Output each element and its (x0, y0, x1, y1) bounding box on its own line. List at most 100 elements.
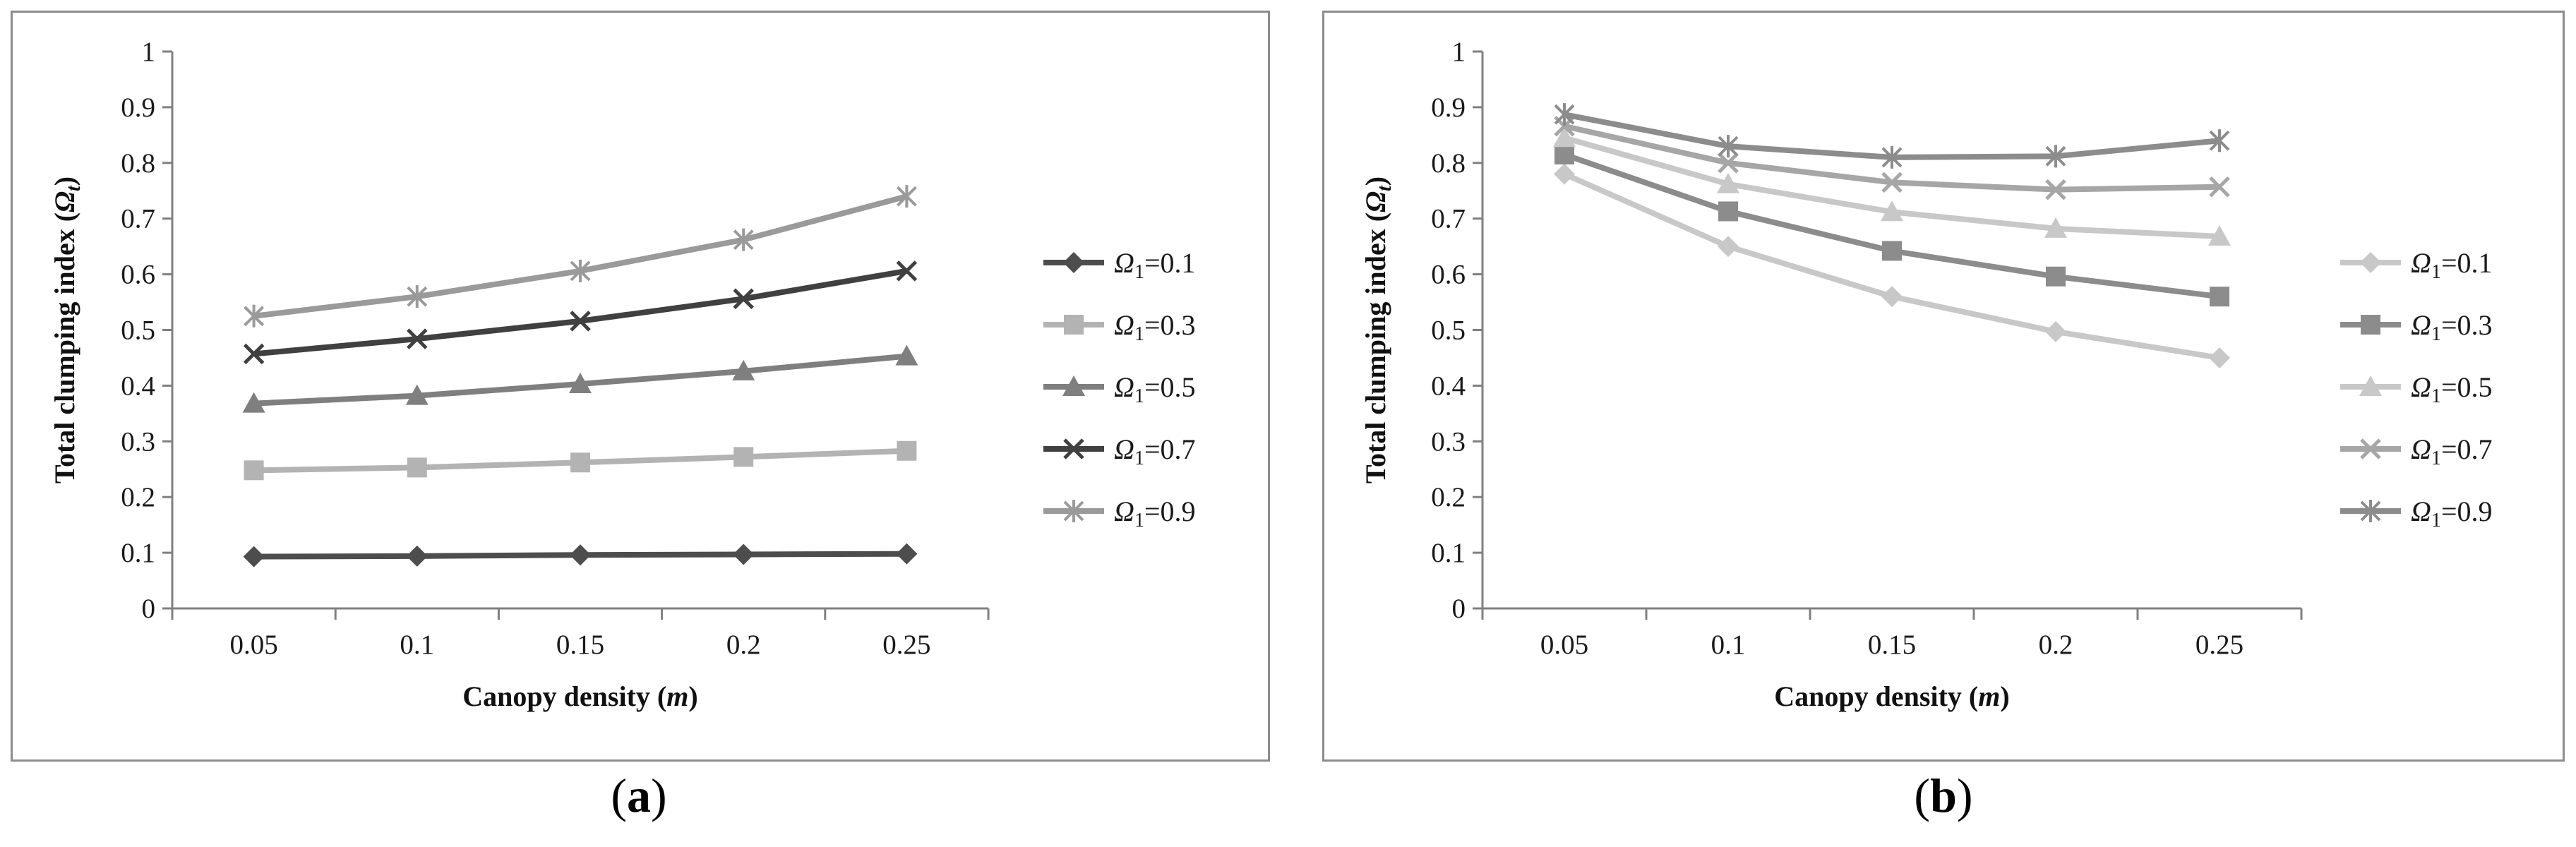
y-tick-label-b-3: 0.3 (1431, 426, 1466, 457)
x-tick-label-a-4: 0.25 (882, 630, 930, 660)
data-point-b-1-4 (2210, 287, 2229, 307)
legend-swatch-marker-b-3 (2360, 438, 2381, 459)
data-point-a-3-2 (570, 311, 591, 332)
data-point-b-0-0 (1554, 163, 1575, 185)
legend-label-a-0: Ω1=0.1 (1114, 247, 1196, 283)
x-axis-title-a: Canopy density (m) (462, 680, 697, 712)
legend-item-b-4: Ω1=0.9 (2340, 495, 2493, 531)
data-point-a-0-0 (243, 546, 265, 567)
data-point-b-4-4 (2209, 129, 2230, 152)
data-point-b-0-4 (2209, 347, 2230, 368)
data-point-a-4-2 (570, 259, 591, 282)
x-tick-label-a-0: 0.05 (229, 630, 277, 660)
y-tick-label-b-8: 0.8 (1431, 148, 1466, 179)
data-point-a-2-0 (242, 392, 265, 413)
y-tick-label-a-1: 0.1 (121, 538, 155, 568)
data-point-b-3-3 (2045, 179, 2066, 200)
data-point-b-1-2 (1882, 241, 1902, 261)
y-tick-label-a-4: 0.4 (121, 371, 155, 401)
y-tick-label-a-6: 0.6 (121, 260, 155, 290)
data-point-a-4-3 (733, 228, 754, 251)
x-tick-label-a-1: 0.1 (400, 630, 434, 660)
x-tick-label-b-0: 0.05 (1540, 630, 1588, 660)
y-tick-label-a-5: 0.5 (121, 316, 155, 346)
data-point-a-1-4 (897, 440, 917, 461)
legend-label-a-2: Ω1=0.5 (1114, 371, 1196, 407)
legend-label-b-1: Ω1=0.3 (2411, 309, 2493, 345)
legend-label-a-4: Ω1=0.9 (1114, 495, 1196, 531)
x-tick-label-b-1: 0.1 (1711, 630, 1746, 660)
x-tick-label-a-3: 0.2 (726, 630, 761, 660)
data-point-a-4-1 (407, 285, 428, 308)
y-axis-title-a: Total clumping index (Ωt) (49, 176, 85, 483)
y-tick-label-b-9: 0.9 (1431, 92, 1466, 123)
y-tick-label-b-1: 0.1 (1431, 538, 1466, 568)
x-axis-title-b: Canopy density (m) (1774, 680, 2009, 712)
legend-swatch-marker-a-4 (1063, 500, 1084, 522)
data-point-b-4-1 (1718, 135, 1739, 158)
y-tick-label-b-10: 1 (1452, 37, 1466, 67)
legend-item-a-0: Ω1=0.1 (1043, 247, 1196, 283)
y-tick-label-b-2: 0.2 (1431, 482, 1466, 512)
legend-swatch-marker-a-1 (1064, 315, 1084, 335)
y-tick-label-a-7: 0.7 (121, 204, 155, 234)
y-tick-label-a-10: 1 (142, 37, 156, 67)
data-point-a-0-4 (896, 543, 918, 565)
data-point-b-4-0 (1554, 103, 1575, 126)
legend-swatch-marker-b-4 (2360, 500, 2381, 522)
y-tick-label-b-7: 0.7 (1431, 204, 1466, 234)
legend-label-b-4: Ω1=0.9 (2411, 495, 2493, 531)
legend-swatch-marker-b-0 (2360, 252, 2381, 273)
legend-label-a-3: Ω1=0.7 (1114, 433, 1196, 469)
x-tick-label-a-2: 0.15 (556, 630, 604, 660)
y-tick-label-a-0: 0 (142, 594, 156, 624)
data-point-b-4-3 (2045, 145, 2066, 168)
legend-label-b-0: Ω1=0.1 (2411, 247, 2493, 283)
data-point-a-0-2 (570, 544, 591, 566)
data-point-b-1-0 (1554, 144, 1574, 164)
y-axis-title-b: Total clumping index (Ωt) (1360, 176, 1396, 483)
x-tick-label-b-3: 0.2 (2039, 630, 2073, 660)
x-tick-label-b-4: 0.25 (2195, 630, 2243, 660)
data-point-b-2-0 (1553, 126, 1576, 148)
legend-item-a-3: Ω1=0.7 (1043, 433, 1196, 469)
data-point-b-2-3 (2044, 217, 2067, 238)
data-point-a-3-4 (896, 260, 918, 282)
data-point-a-0-3 (733, 543, 755, 565)
legend-label-b-2: Ω1=0.5 (2411, 371, 2493, 407)
legend-swatch-marker-a-0 (1063, 252, 1084, 273)
legend-swatch-marker-a-3 (1063, 438, 1084, 459)
legend-label-b-3: Ω1=0.7 (2411, 433, 2493, 469)
data-point-a-0-1 (406, 545, 428, 567)
y-tick-label-a-8: 0.8 (121, 148, 155, 179)
panel-caption-a-letter: a (627, 769, 651, 822)
data-point-a-1-1 (407, 457, 427, 478)
y-tick-label-a-2: 0.2 (121, 482, 155, 512)
data-point-b-0-1 (1718, 236, 1739, 258)
data-point-b-2-2 (1881, 200, 1903, 222)
data-point-b-3-2 (1881, 172, 1903, 193)
data-point-a-4-4 (896, 185, 917, 208)
panel-caption-b-letter: b (1930, 769, 1957, 822)
legend-swatch-marker-b-1 (2361, 315, 2380, 335)
y-tick-label-b-0: 0 (1452, 594, 1466, 624)
data-point-b-2-1 (1717, 172, 1739, 193)
panel-caption-a: (a) (611, 769, 667, 822)
y-tick-label-a-9: 0.9 (121, 92, 155, 123)
data-point-a-3-0 (243, 343, 265, 365)
data-point-a-1-2 (570, 452, 590, 473)
data-point-b-3-1 (1718, 152, 1739, 174)
data-point-a-4-0 (244, 304, 265, 328)
data-point-b-4-2 (1881, 145, 1903, 169)
panel-caption-b: (b) (1914, 769, 1973, 822)
legend-item-a-2: Ω1=0.5 (1043, 371, 1196, 407)
legend-swatch-marker-b-2 (2359, 376, 2382, 396)
data-point-a-2-4 (895, 344, 918, 366)
data-point-b-2-4 (2208, 224, 2231, 246)
legend-swatch-marker-a-2 (1062, 376, 1085, 396)
data-point-a-2-1 (405, 384, 429, 405)
data-point-b-3-4 (2209, 176, 2230, 198)
data-point-b-0-3 (2045, 320, 2066, 342)
